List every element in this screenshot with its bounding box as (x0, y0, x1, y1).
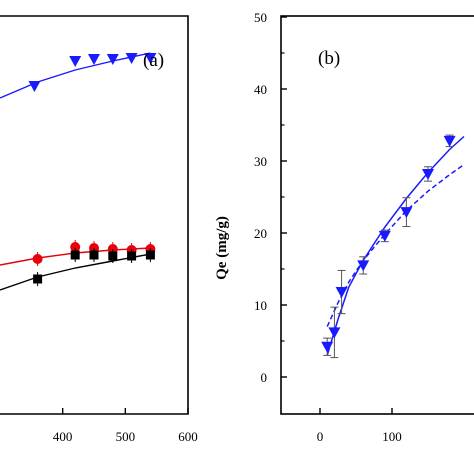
panel-b-label: (b) (318, 48, 340, 69)
panel-b-x-tick-label: 100 (382, 429, 402, 444)
panel-b-y-tick-label: 30 (254, 154, 267, 169)
panel-a-data-points (28, 53, 157, 286)
panel-a-point-square (108, 251, 118, 261)
panel-b-fit-lines (326, 135, 465, 356)
panel-a-point-square (33, 274, 43, 284)
panel-b-point-triangle (400, 207, 413, 219)
panel-a-x-ticks: 400 500 600 (53, 408, 198, 444)
panel-a-x-tick-label: 600 (178, 429, 198, 444)
panel-b-data-points (321, 135, 456, 353)
panel-b-fit-line-dashed (326, 163, 465, 327)
panel-b-y-axis-label: Qe (mg/g) (214, 216, 230, 280)
panel-b-point-triangle (335, 287, 348, 299)
panel-b-point-triangle (443, 135, 456, 147)
panel-b-fit-line-solid (326, 135, 465, 356)
panel-a-point-triangle-down (28, 81, 41, 92)
panel-a-point-circle (70, 242, 81, 252)
panel-a-frame (0, 15, 189, 415)
panel-b-x-tick-label: 0 (317, 429, 324, 444)
panel-a-label: (a) (143, 50, 164, 71)
panel-b-frame (280, 15, 474, 415)
panel-a-point-triangle-down (144, 53, 157, 64)
panel-a-point-square (70, 250, 80, 260)
panel-b-point-triangle (422, 168, 434, 180)
panel-b-y-tick-label: 40 (254, 82, 267, 97)
panel-a-point-triangle-down (106, 54, 119, 65)
panel-b-error-bars (323, 134, 454, 359)
panel-a-point-square (145, 250, 155, 260)
panel-b-y-tick-label: 20 (254, 226, 267, 241)
panel-b-y-tick-label: 0 (261, 370, 268, 385)
panel-a-point-circle (32, 254, 43, 264)
panel-b-y-tick-label: 10 (254, 298, 267, 313)
panel-a-point-triangle-down (125, 53, 138, 64)
panel-b-ticks: 0 10 20 30 40 50 0 100 (254, 10, 402, 444)
panel-a: 400 500 600 (a) (0, 15, 198, 444)
panel-b-point-triangle (378, 230, 391, 242)
panel-a-point-triangle-down (88, 54, 100, 65)
panel-a-point-triangle-down (69, 56, 82, 67)
panel-a-fit-line-0 (0, 52, 151, 99)
panel-b-y-tick-label: 50 (254, 10, 267, 25)
panel-a-x-tick-label: 400 (53, 429, 73, 444)
panel-b-point-triangle (321, 341, 334, 353)
panel-a-fit-line-2 (0, 253, 151, 291)
panel-b-point-triangle (357, 260, 370, 272)
panel-a-point-square (89, 250, 99, 260)
panel-a-x-tick-label: 500 (116, 429, 136, 444)
panel-b: 0 10 20 30 40 50 0 100 (b) Qe (mg/g) (214, 10, 474, 444)
panel-a-point-square (127, 251, 137, 261)
panel-b-point-triangle (328, 327, 341, 339)
